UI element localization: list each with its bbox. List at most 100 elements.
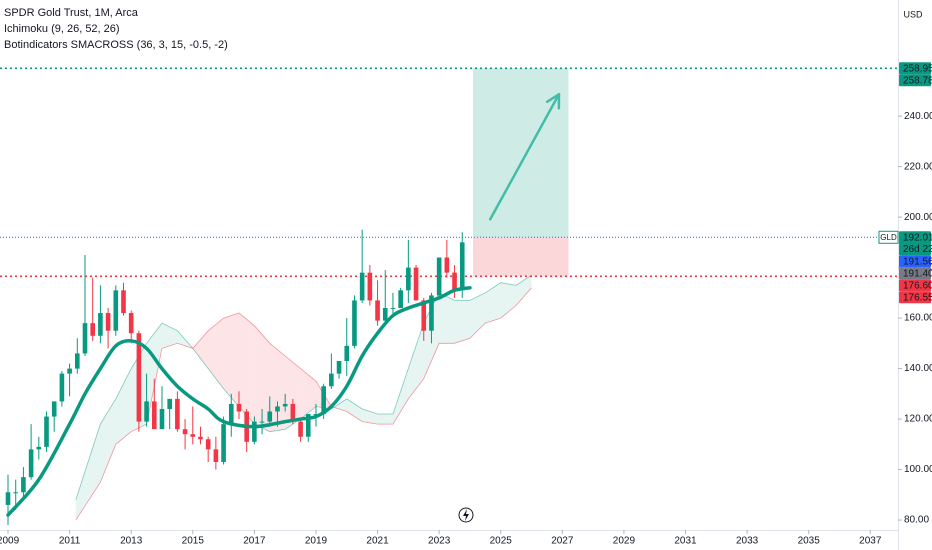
chart-title: SPDR Gold Trust, 1M, Arca — [4, 7, 139, 19]
candle-body — [421, 300, 427, 331]
candle-body — [444, 257, 450, 273]
candle-body — [228, 403, 234, 425]
candle-body — [344, 345, 350, 362]
price-label: 192.01 — [903, 232, 932, 243]
candle-body — [113, 290, 119, 331]
candle-body — [282, 403, 288, 407]
candle-body — [67, 368, 72, 374]
symbol-tag: GLD — [880, 233, 897, 242]
candle-body — [21, 477, 26, 493]
cloud-segment — [516, 275, 532, 306]
x-tick-label: 2029 — [613, 536, 636, 547]
price-label-box — [899, 231, 931, 256]
cloud-span-b — [75, 287, 532, 521]
candle-body — [13, 492, 19, 494]
candle-body — [5, 492, 11, 505]
candle-body — [128, 313, 134, 334]
position-target-zone — [473, 68, 569, 238]
cloud-segment — [331, 398, 347, 412]
candle-body — [136, 333, 142, 422]
cloud-segment — [238, 313, 255, 425]
candle-body — [259, 421, 265, 423]
candle-body — [452, 272, 457, 291]
candle-body — [44, 416, 49, 447]
y-tick-label: 100.00 — [904, 464, 932, 475]
y-tick-label: 240.00 — [904, 111, 932, 122]
cloud-segment — [115, 368, 132, 445]
candle-body — [190, 434, 196, 437]
price-label: 258.78 — [903, 75, 932, 86]
cloud-segment — [75, 424, 101, 521]
candle-body — [182, 429, 188, 435]
candle-body — [221, 424, 226, 462]
price-label: 258.95 — [903, 63, 932, 74]
price-label-box — [899, 255, 931, 268]
cloud-segment — [192, 330, 209, 369]
price-label-countdown: 26d 22h — [903, 244, 932, 255]
cloud-segment — [408, 323, 424, 399]
candle-body — [82, 323, 88, 354]
candle-body — [375, 300, 380, 321]
x-tick-label: 2033 — [736, 536, 759, 547]
y-tick-label: 200.00 — [904, 212, 932, 223]
candle-body — [105, 313, 111, 331]
candle-body — [398, 290, 403, 308]
candle-body — [213, 449, 219, 462]
candle-body — [74, 353, 80, 369]
candle-body — [36, 446, 42, 450]
price-label-box — [899, 62, 931, 75]
arrow — [488, 93, 561, 221]
x-tick-label: 2035 — [798, 536, 821, 547]
indicator-label: Botindicators SMACROSS (36, 3, 15, -0.5,… — [4, 39, 228, 51]
candle-body — [198, 436, 203, 440]
candle-body — [321, 386, 326, 415]
symbol-tag-box — [878, 230, 899, 244]
candle-body — [144, 401, 149, 422]
cloud-segment — [269, 343, 286, 432]
candle-body — [159, 408, 165, 430]
cloud-segment — [439, 292, 455, 344]
candle-body — [59, 373, 65, 402]
candle-body — [436, 257, 442, 296]
x-tick-label: 2021 — [366, 536, 389, 547]
candle-body — [382, 307, 388, 321]
indicator-label: Ichimoku (9, 26, 52, 26) — [4, 23, 120, 35]
candle-body — [236, 403, 242, 412]
candle-body — [98, 313, 103, 336]
candle-body — [28, 449, 34, 478]
candle-body — [290, 403, 296, 422]
x-tick-label: 2017 — [243, 536, 266, 547]
x-tick-label: 2031 — [674, 536, 697, 547]
candle-body — [205, 439, 211, 450]
candle-body — [305, 414, 311, 437]
y-tick-label: 140.00 — [904, 363, 932, 374]
y-tick-label: 220.00 — [904, 161, 932, 172]
sma-line — [6, 286, 472, 517]
candle-body — [252, 421, 257, 442]
candle-body — [459, 242, 465, 291]
candle-body — [267, 411, 273, 422]
candle-body — [359, 272, 365, 301]
plot-area — [0, 67, 898, 526]
cloud-segment — [500, 282, 517, 319]
candle-body — [336, 361, 342, 374]
cloud-segment — [285, 355, 301, 430]
x-tick-label: 2009 — [0, 536, 20, 547]
candle-body — [275, 406, 280, 412]
candle-body — [413, 267, 419, 301]
price-label-box — [899, 279, 931, 292]
candle-body — [329, 373, 334, 387]
arrow-head — [545, 93, 561, 104]
x-tick-label: 2015 — [182, 536, 205, 547]
currency-label: USD — [903, 9, 923, 19]
cloud-segment — [208, 318, 224, 389]
price-label-box — [899, 291, 931, 304]
y-tick-label: 160.00 — [904, 313, 932, 324]
candle-body — [352, 300, 357, 346]
price-label-box — [899, 74, 931, 87]
candle-body — [175, 398, 180, 430]
cloud-segment — [454, 300, 470, 344]
x-tick-label: 2025 — [490, 536, 513, 547]
replay-icon-bolt — [463, 509, 469, 521]
cloud-segment — [485, 282, 501, 324]
